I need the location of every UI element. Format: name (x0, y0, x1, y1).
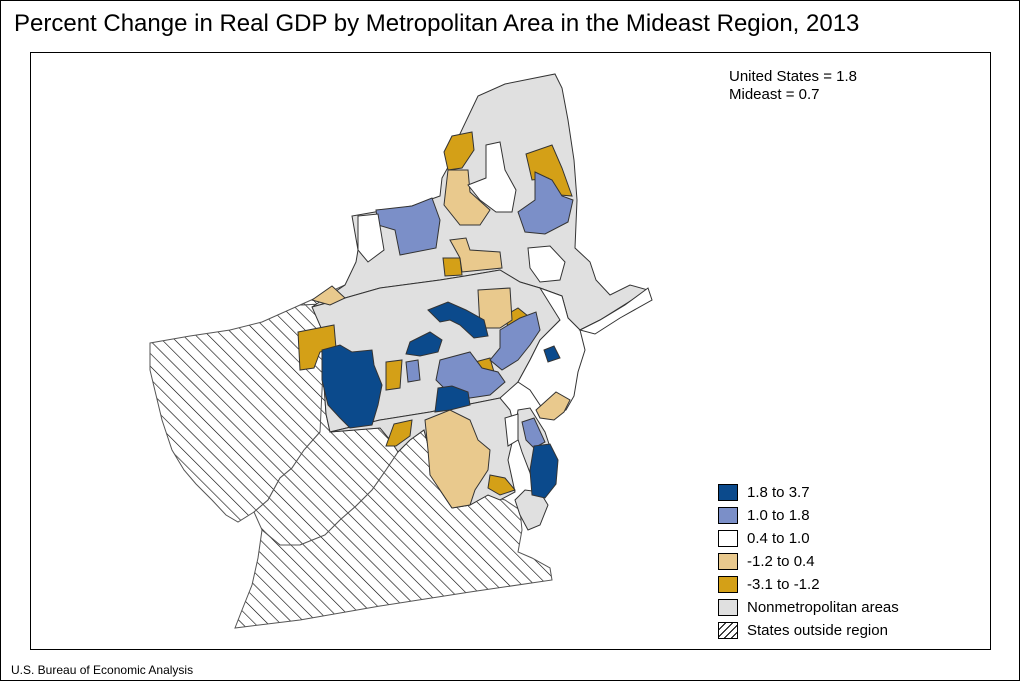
legend-swatch (718, 553, 738, 570)
metro-area (427, 301, 489, 339)
metro-area (543, 345, 561, 363)
legend-label: -3.1 to -1.2 (747, 576, 820, 593)
eastern-shore (514, 489, 549, 531)
map-title: Percent Change in Real GDP by Metropolit… (14, 10, 860, 37)
metro-area (297, 324, 337, 371)
metro-area (443, 169, 491, 226)
source-credit: U.S. Bureau of Economic Analysis (11, 663, 194, 677)
metro-area (385, 359, 403, 391)
legend-label: 1.8 to 3.7 (747, 484, 810, 501)
metro-area (405, 331, 443, 357)
long-island (578, 287, 653, 335)
metro-area (487, 474, 516, 496)
legend-label: 0.4 to 1.0 (747, 530, 810, 547)
metro-area (449, 237, 503, 273)
legend-swatch (718, 530, 738, 547)
metro-areas-neg-1-2-to-0-4 (310, 169, 571, 509)
legend-label: -1.2 to 0.4 (747, 553, 815, 570)
metro-areas-1-0-to-1-8 (375, 171, 574, 449)
metro-area (535, 391, 571, 421)
metro-area (517, 171, 574, 235)
legend-item: States outside region (718, 619, 899, 642)
metro-areas-neg-3-1-to-neg-1-2 (297, 131, 573, 496)
legend-swatch (718, 507, 738, 524)
legend-label: Nonmetropolitan areas (747, 599, 899, 616)
metro-area (424, 409, 491, 509)
metro-areas-0-4-to-1-0 (357, 141, 566, 447)
legend-item: 1.0 to 1.8 (718, 504, 899, 527)
mideast-stat: Mideast = 0.7 (729, 86, 820, 103)
united-states-stat: United States = 1.8 (729, 68, 857, 85)
map-legend: 1.8 to 3.7 1.0 to 1.8 0.4 to 1.0 -1.2 to… (718, 481, 899, 642)
legend-item: 0.4 to 1.0 (718, 527, 899, 550)
legend-item: -3.1 to -1.2 (718, 573, 899, 596)
metro-area (489, 311, 541, 371)
legend-item: -1.2 to 0.4 (718, 550, 899, 573)
legend-label: 1.0 to 1.8 (747, 507, 810, 524)
metro-area (504, 413, 519, 447)
legend-swatch-hatched (718, 622, 738, 639)
legend-swatch (718, 484, 738, 501)
metro-area (357, 213, 385, 263)
legend-swatch (718, 576, 738, 593)
legend-item: 1.8 to 3.7 (718, 481, 899, 504)
metro-area (467, 141, 517, 213)
metro-area (385, 419, 413, 447)
metro-area (375, 197, 441, 256)
legend-swatch (718, 599, 738, 616)
metro-areas-1-8-to-3-7 (321, 301, 561, 499)
summary-stats: United States = 1.8 Mideast = 0.7 (729, 68, 857, 104)
metro-area (321, 344, 383, 429)
metro-area (434, 385, 471, 413)
map-frame (30, 52, 991, 650)
metro-area (529, 443, 559, 499)
legend-label: States outside region (747, 622, 888, 639)
legend-item: Nonmetropolitan areas (718, 596, 899, 619)
metro-area (527, 245, 566, 283)
metro-area (310, 285, 346, 306)
metro-area (442, 257, 463, 277)
metro-area (443, 131, 475, 171)
metro-area (405, 359, 421, 383)
